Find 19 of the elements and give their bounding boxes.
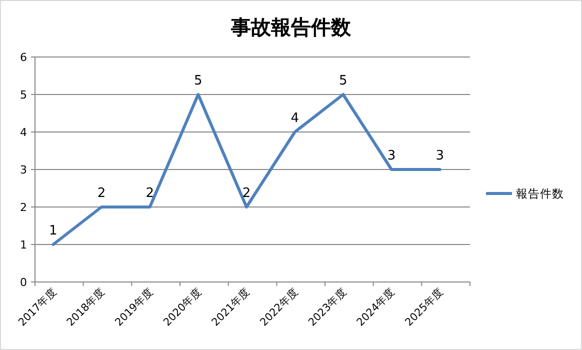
y-tick-label: 3 — [20, 164, 27, 176]
data-label: 1 — [49, 224, 58, 238]
y-tick-label: 4 — [20, 126, 27, 139]
line-series — [52, 93, 442, 246]
data-label: 2 — [97, 186, 106, 201]
y-tick-label: 1 — [20, 238, 27, 252]
y-tick-label: 2 — [20, 201, 27, 214]
y-tick-label: 6 — [20, 51, 27, 64]
legend-label: 報告件数 — [516, 186, 564, 200]
y-tick-label: 0 — [20, 276, 27, 289]
data-label: 3 — [436, 148, 444, 164]
data-label: 2 — [146, 186, 154, 201]
data-label: 2 — [242, 186, 251, 201]
y-tick-label: 5 — [20, 88, 27, 102]
data-label: 5 — [194, 74, 202, 88]
data-label: 3 — [387, 148, 396, 164]
data-label: 4 — [290, 111, 299, 126]
data-label: 5 — [339, 74, 348, 88]
chart-title: 事故報告件数 — [230, 15, 352, 39]
